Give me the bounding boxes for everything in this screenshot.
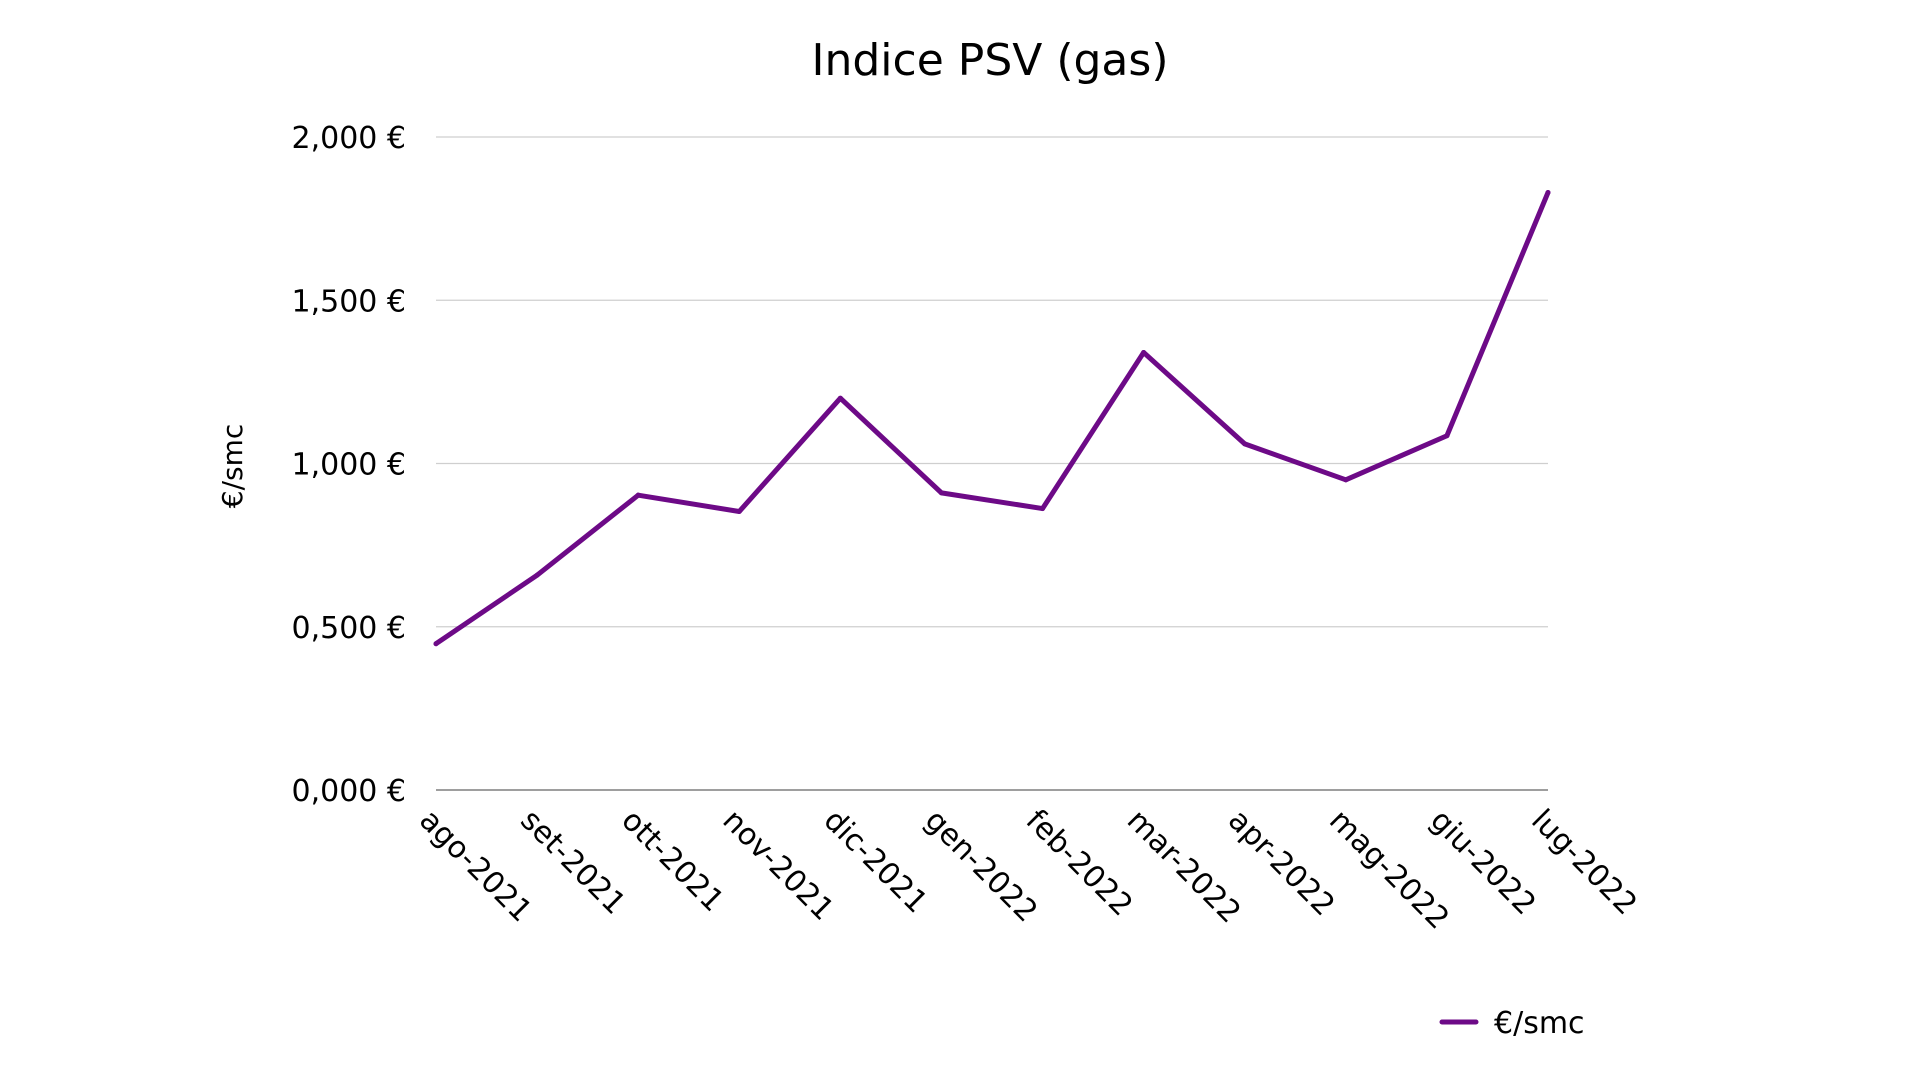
data-point <box>1545 190 1551 196</box>
y-tick-label: 1,500 € <box>291 284 406 319</box>
legend-label: €/smc <box>1494 1006 1585 1041</box>
series-layer <box>433 190 1551 647</box>
data-point <box>635 492 641 498</box>
data-point <box>938 490 944 496</box>
x-axis-ticks: ago-2021set-2021ott-2021nov-2021dic-2021… <box>412 803 1643 937</box>
y-axis-ticks: 0,000 € 0,500 € 1,000 € 1,500 € 2,000 € <box>291 121 406 809</box>
chart-title: Indice PSV (gas) <box>812 35 1169 86</box>
y-tick-label: 1,000 € <box>291 448 406 483</box>
data-point <box>1444 433 1450 439</box>
gridlines <box>436 136 1548 791</box>
y-tick-label: 2,000 € <box>291 121 406 156</box>
data-point <box>837 395 843 401</box>
y-tick-label: 0,500 € <box>291 611 406 646</box>
data-point <box>433 641 439 647</box>
data-point <box>1040 506 1046 512</box>
data-point <box>534 572 540 578</box>
y-axis-label: €/smc <box>216 424 249 509</box>
x-tick-label: lug-2022 <box>1524 803 1643 922</box>
series-line <box>433 190 1551 647</box>
data-point <box>736 508 742 514</box>
x-tick-label: ott-2021 <box>615 803 731 919</box>
data-point <box>1343 477 1349 483</box>
data-point <box>1242 441 1248 447</box>
y-tick-label: 0,000 € <box>291 774 406 809</box>
data-point <box>1141 349 1147 355</box>
legend: €/smc <box>1439 1006 1585 1041</box>
